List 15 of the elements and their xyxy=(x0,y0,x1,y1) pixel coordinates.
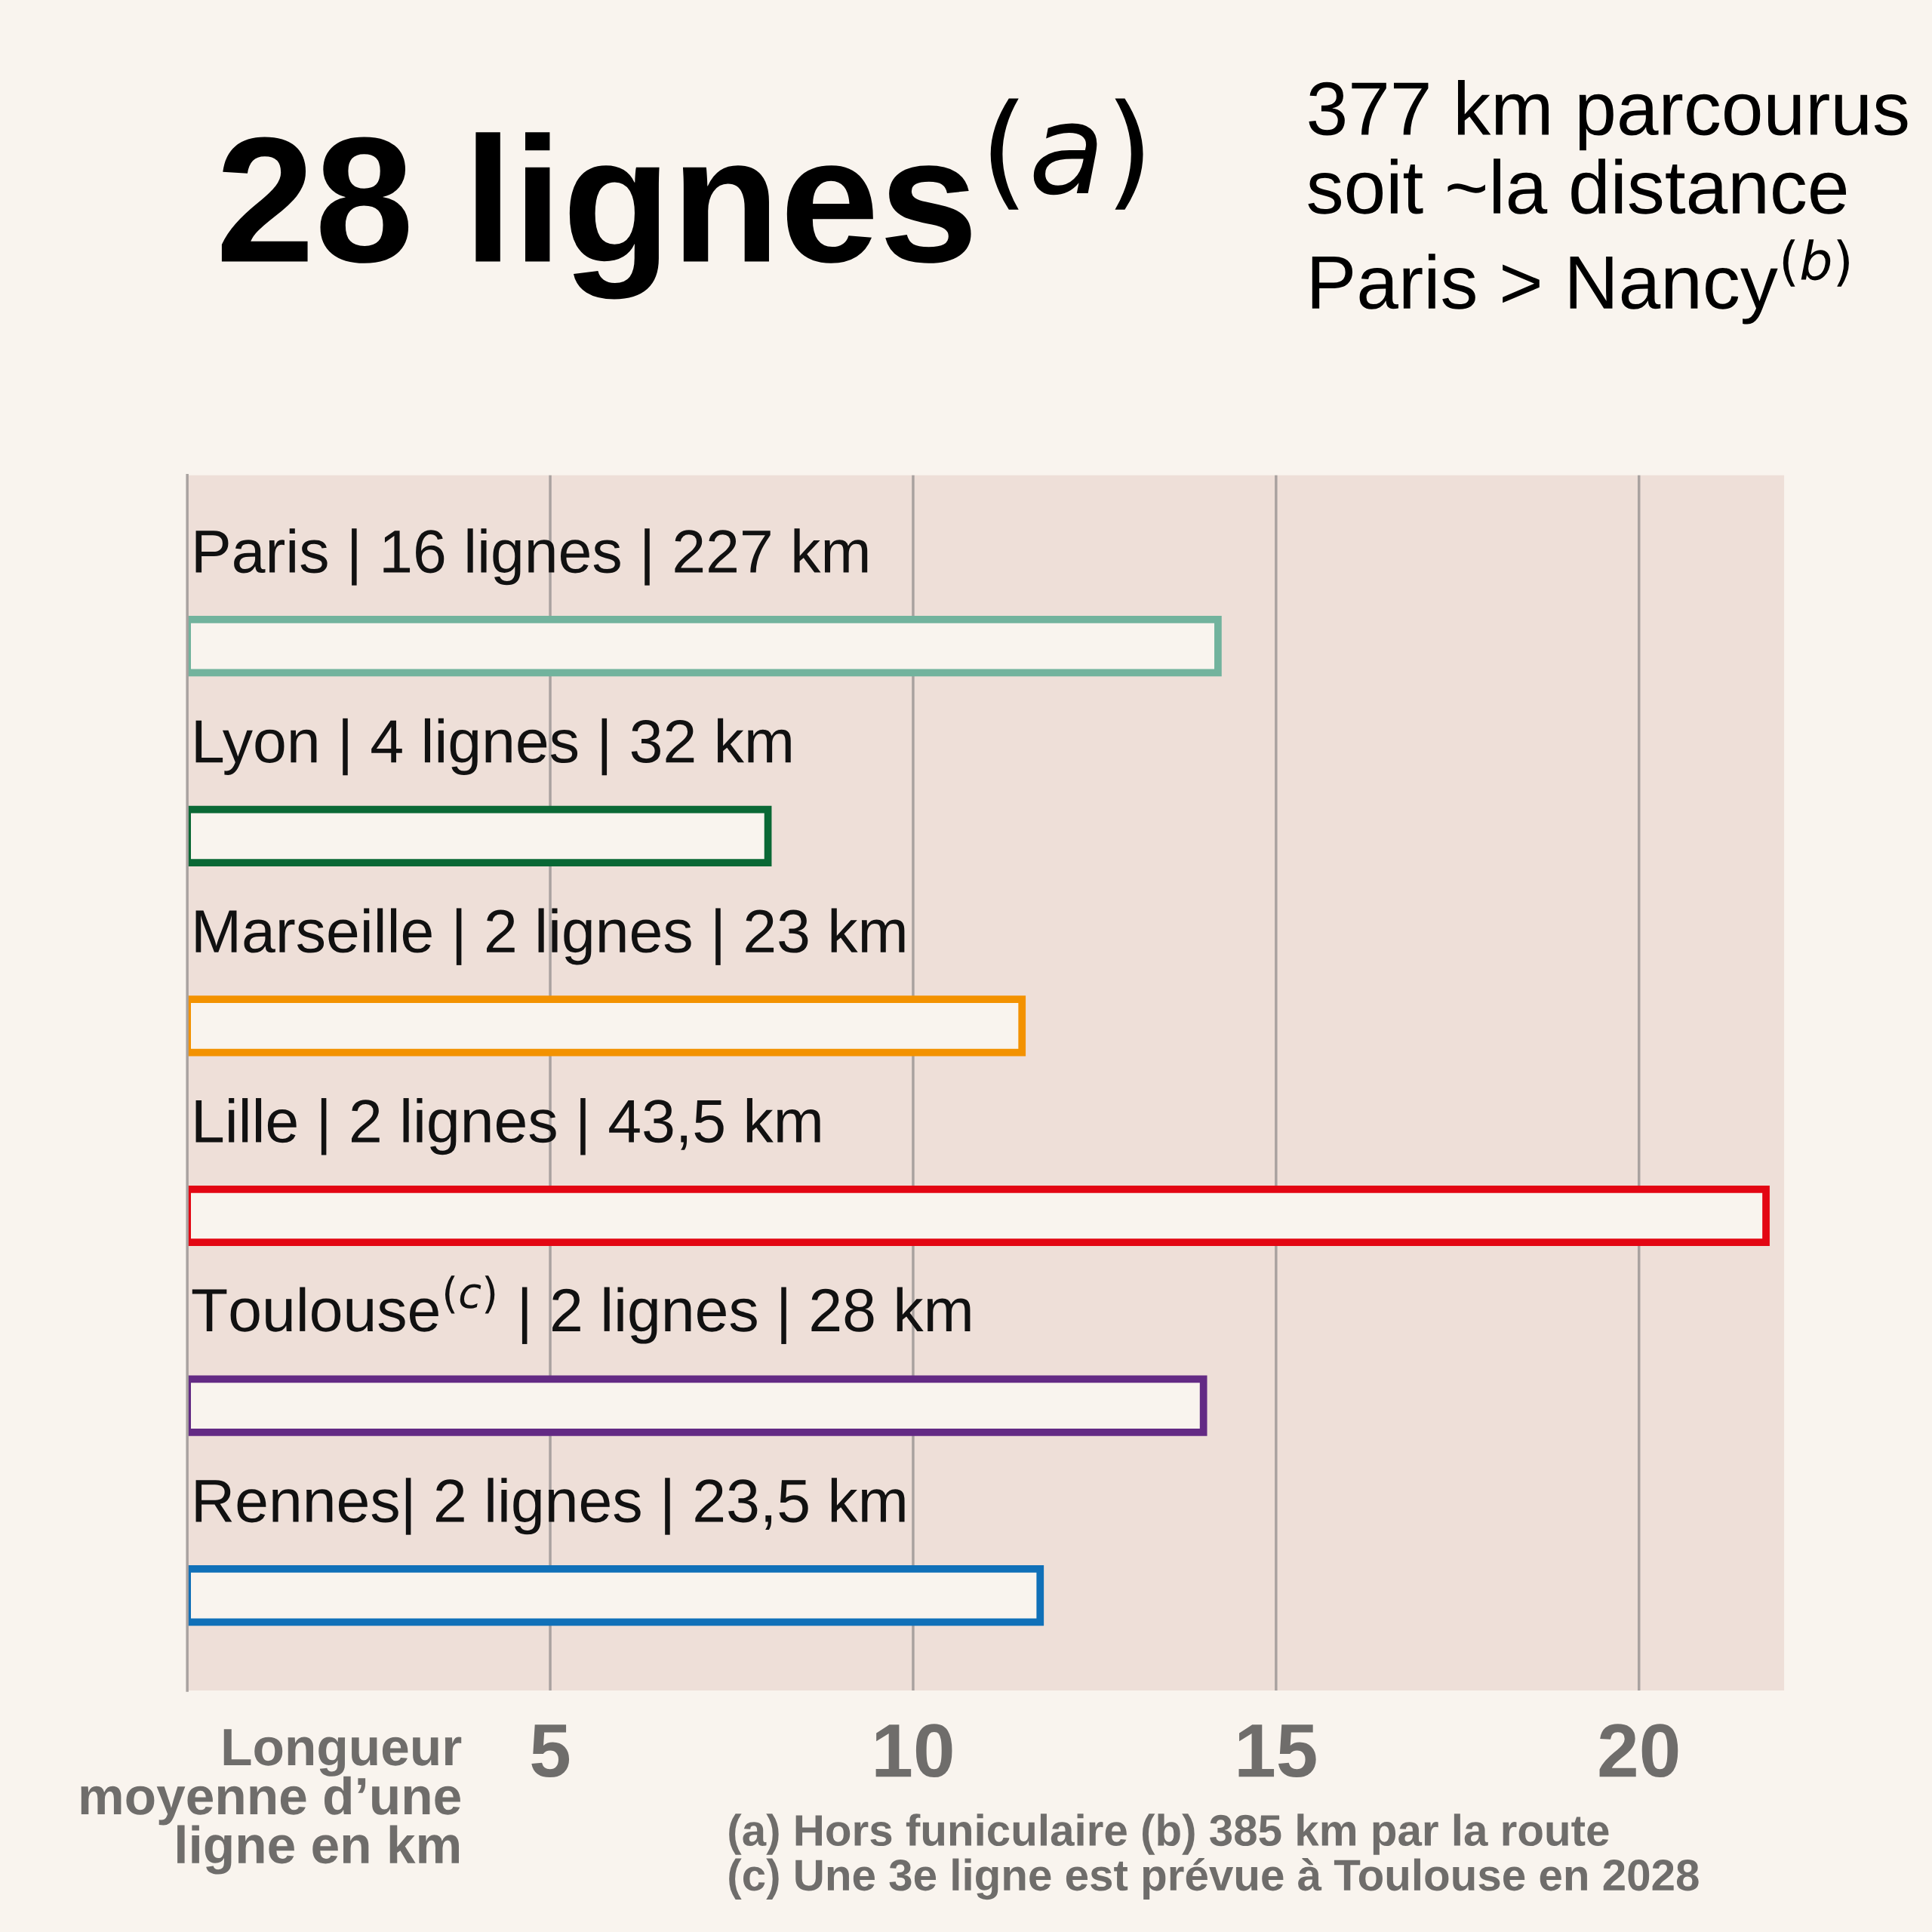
y-tick-label: Lyon | 4 lignes | 32 km xyxy=(195,718,791,776)
x-tick-label: 15 xyxy=(1238,1724,1316,1778)
x-tick-label: 20 xyxy=(1599,1724,1678,1778)
y-tick-label: Lille | 2 lignes | 43,5 km xyxy=(195,1098,820,1155)
x-tick-label: 10 xyxy=(875,1724,952,1778)
chart-title: 28 lignes$^{(a)}$ xyxy=(221,98,1143,300)
y-tick-label: Toulouse$^{(c)}$ | 2 lignes | 28 km xyxy=(192,1275,971,1344)
text: (a) Hors funiculaire (b) 385 km par la route xyxy=(729,1814,1609,1855)
y-tick-label: Paris | 16 lignes | 227 km xyxy=(195,528,868,586)
text: (c) Une 3e ligne est prévue à Toulouse en 2028 xyxy=(729,1858,1699,1900)
chart-subtitle: 377 km parcourus soit ~la distance Paris > Nancy$^{(b)}$ xyxy=(1308,80,1908,325)
x-axis-title: Longueur moyenne d’une ligne en km xyxy=(81,1729,462,1875)
x-tick-label: 5 xyxy=(531,1724,570,1778)
y-tick-label: Rennes| 2 lignes | 23,5 km xyxy=(195,1478,905,1535)
y-tick-label: Marseille | 2 lignes | 23 km xyxy=(195,908,905,965)
